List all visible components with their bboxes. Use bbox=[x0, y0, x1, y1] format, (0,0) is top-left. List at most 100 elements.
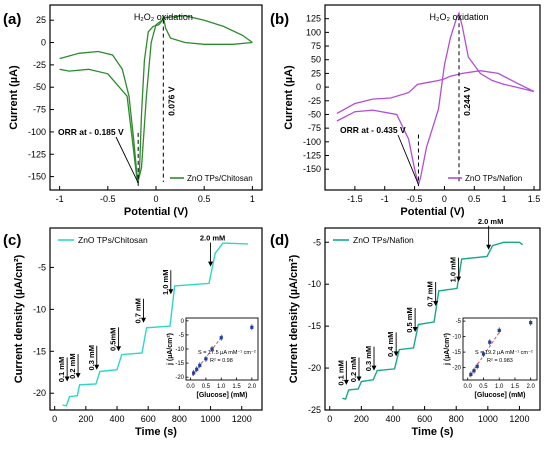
x-tick-label: 800 bbox=[172, 414, 187, 424]
y-tick-label: -100 bbox=[303, 137, 321, 147]
inset-data-point bbox=[472, 369, 476, 373]
y-tick-label: -50 bbox=[33, 82, 46, 92]
x-tick-label: 600 bbox=[141, 414, 156, 424]
inset-data-point bbox=[195, 367, 199, 371]
inset-x-tick-label: 1.0 bbox=[217, 384, 226, 390]
x-tick-label: 800 bbox=[449, 414, 464, 424]
x-tick-label: 1200 bbox=[509, 414, 529, 424]
panel-label-c: (c) bbox=[3, 232, 21, 249]
y-tick-label: 75 bbox=[311, 41, 321, 51]
step-arrow-head bbox=[412, 327, 418, 332]
x-axis-label: Potential (V) bbox=[400, 206, 465, 218]
y-tick-label: 0 bbox=[316, 82, 321, 92]
step-arrow-head bbox=[486, 244, 492, 250]
x-tick-label: 1 bbox=[250, 194, 255, 204]
x-tick-label: 0 bbox=[52, 414, 57, 424]
step-label: 2.0 mM bbox=[478, 217, 503, 226]
y-tick-label: 125 bbox=[306, 14, 321, 24]
y-tick-label: 0 bbox=[41, 38, 46, 48]
inset-x-tick-label: 2.0 bbox=[248, 384, 257, 390]
inset-fit-line bbox=[468, 329, 502, 377]
y-tick-label: -75 bbox=[33, 105, 46, 115]
inset-x-tick-label: 2.0 bbox=[527, 384, 536, 390]
y-tick-label: 50 bbox=[311, 55, 321, 65]
step-arrow-head bbox=[393, 351, 399, 357]
panel-c-chart: 0 200 400 600 800 1000 1200 -20 -15 -10 -5 Time (s)… bbox=[13, 227, 263, 438]
y-axis-label: Current density (µA/cm²) bbox=[288, 254, 300, 383]
step-label: 0.4 mM bbox=[386, 332, 395, 357]
legend-label: ZnO TPs/Chitosan bbox=[78, 235, 148, 245]
inset-r-squared: R² = 0.983 bbox=[487, 358, 513, 364]
inset-y-tick-label: -10 bbox=[452, 335, 461, 341]
inset-data-point bbox=[475, 364, 479, 368]
y-tick-label: -75 bbox=[308, 123, 321, 133]
y-tick-label: -10 bbox=[33, 304, 46, 314]
plot-frame bbox=[49, 4, 263, 191]
cv-series-line bbox=[59, 15, 253, 184]
oxidation-potential-label: 0.244 V bbox=[462, 86, 472, 116]
step-label: 0.2 mM bbox=[349, 357, 358, 382]
step-label: 0.3 mM bbox=[87, 345, 96, 370]
inset-data-point bbox=[250, 325, 254, 329]
inset-y-tick-label: -15 bbox=[175, 361, 184, 367]
step-label: 0.2 mM bbox=[68, 353, 77, 378]
inset-y-axis-label: j (µA/cm²) bbox=[444, 333, 451, 366]
y-tick-label: -50 bbox=[308, 109, 321, 119]
x-tick-label: 1000 bbox=[478, 414, 498, 424]
inset-y-tick-label: -15 bbox=[452, 350, 461, 356]
y-tick-label: -5 bbox=[313, 237, 321, 247]
y-tick-label: -15 bbox=[33, 346, 46, 356]
x-tick-label: 400 bbox=[385, 414, 400, 424]
step-arrow-head bbox=[433, 301, 439, 306]
inset-y-tick-label: -5 bbox=[456, 319, 462, 325]
cv-series-line bbox=[336, 70, 535, 114]
y-tick-label: -20 bbox=[33, 388, 46, 398]
y-tick-label: 100 bbox=[306, 27, 321, 37]
inset-data-point bbox=[198, 363, 202, 367]
step-label: 0.1 mM bbox=[57, 357, 66, 382]
step-label: 0.7 mM bbox=[134, 298, 143, 323]
x-tick-label: 200 bbox=[78, 414, 93, 424]
step-arrow-head bbox=[371, 365, 377, 371]
step-label: 1.0 mM bbox=[449, 257, 458, 282]
inset-r-squared: R² = 0.98 bbox=[210, 358, 233, 364]
x-tick-label: 0.5 bbox=[198, 194, 211, 204]
step-arrow-head bbox=[64, 376, 70, 382]
inset-data-point bbox=[210, 347, 214, 351]
step-arrow-head bbox=[116, 346, 122, 352]
x-axis-label: Time (s) bbox=[135, 426, 177, 438]
orr-pointer-line bbox=[115, 136, 139, 184]
y-tick-label: -25 bbox=[308, 405, 321, 415]
inset-x-tick-label: 0.5 bbox=[479, 384, 488, 390]
y-tick-label: 25 bbox=[311, 68, 321, 78]
plot-frame bbox=[324, 227, 541, 411]
inset-x-tick-label: 1.5 bbox=[232, 384, 241, 390]
y-tick-label: -150 bbox=[303, 164, 321, 174]
inset-data-point bbox=[481, 352, 486, 356]
y-tick-label: -25 bbox=[33, 60, 46, 70]
x-tick-label: 600 bbox=[417, 414, 432, 424]
legend-label: ZnO TPs/Nafion bbox=[353, 235, 414, 245]
y-tick-label: -125 bbox=[303, 151, 321, 161]
step-arrow-head bbox=[75, 373, 81, 379]
x-tick-label: 400 bbox=[110, 414, 125, 424]
step-arrow-head bbox=[94, 364, 100, 370]
panel-a-chart: -1 -0.5 0 0.5 1 -150 -125 -100 -75 -50 -25 0 25 Poten… bbox=[8, 4, 263, 218]
step-arrow-head bbox=[168, 289, 174, 295]
step-label: 0.5mM bbox=[109, 328, 118, 351]
oxidation-potential-label: 0.076 V bbox=[166, 86, 176, 116]
orr-label: ORR at - 0.185 V bbox=[58, 127, 124, 137]
y-tick-label: -5 bbox=[38, 262, 46, 272]
inset-equation: S = 19.2 µA mM⁻¹ cm⁻² bbox=[475, 350, 533, 356]
x-tick-label: -0.5 bbox=[100, 194, 116, 204]
oxidation-label: H₂O₂ oxidation bbox=[430, 12, 489, 22]
x-tick-label: -1 bbox=[381, 194, 389, 204]
amperometric-trace-line bbox=[62, 242, 249, 407]
inset-data-point bbox=[497, 328, 501, 332]
step-label: 0.5 mM bbox=[405, 307, 414, 332]
step-label: 0.3 mM bbox=[364, 346, 373, 371]
x-tick-label: 1200 bbox=[232, 414, 252, 424]
x-axis-label: Time (s) bbox=[412, 426, 454, 438]
step-label: 1.0 mM bbox=[161, 270, 170, 295]
